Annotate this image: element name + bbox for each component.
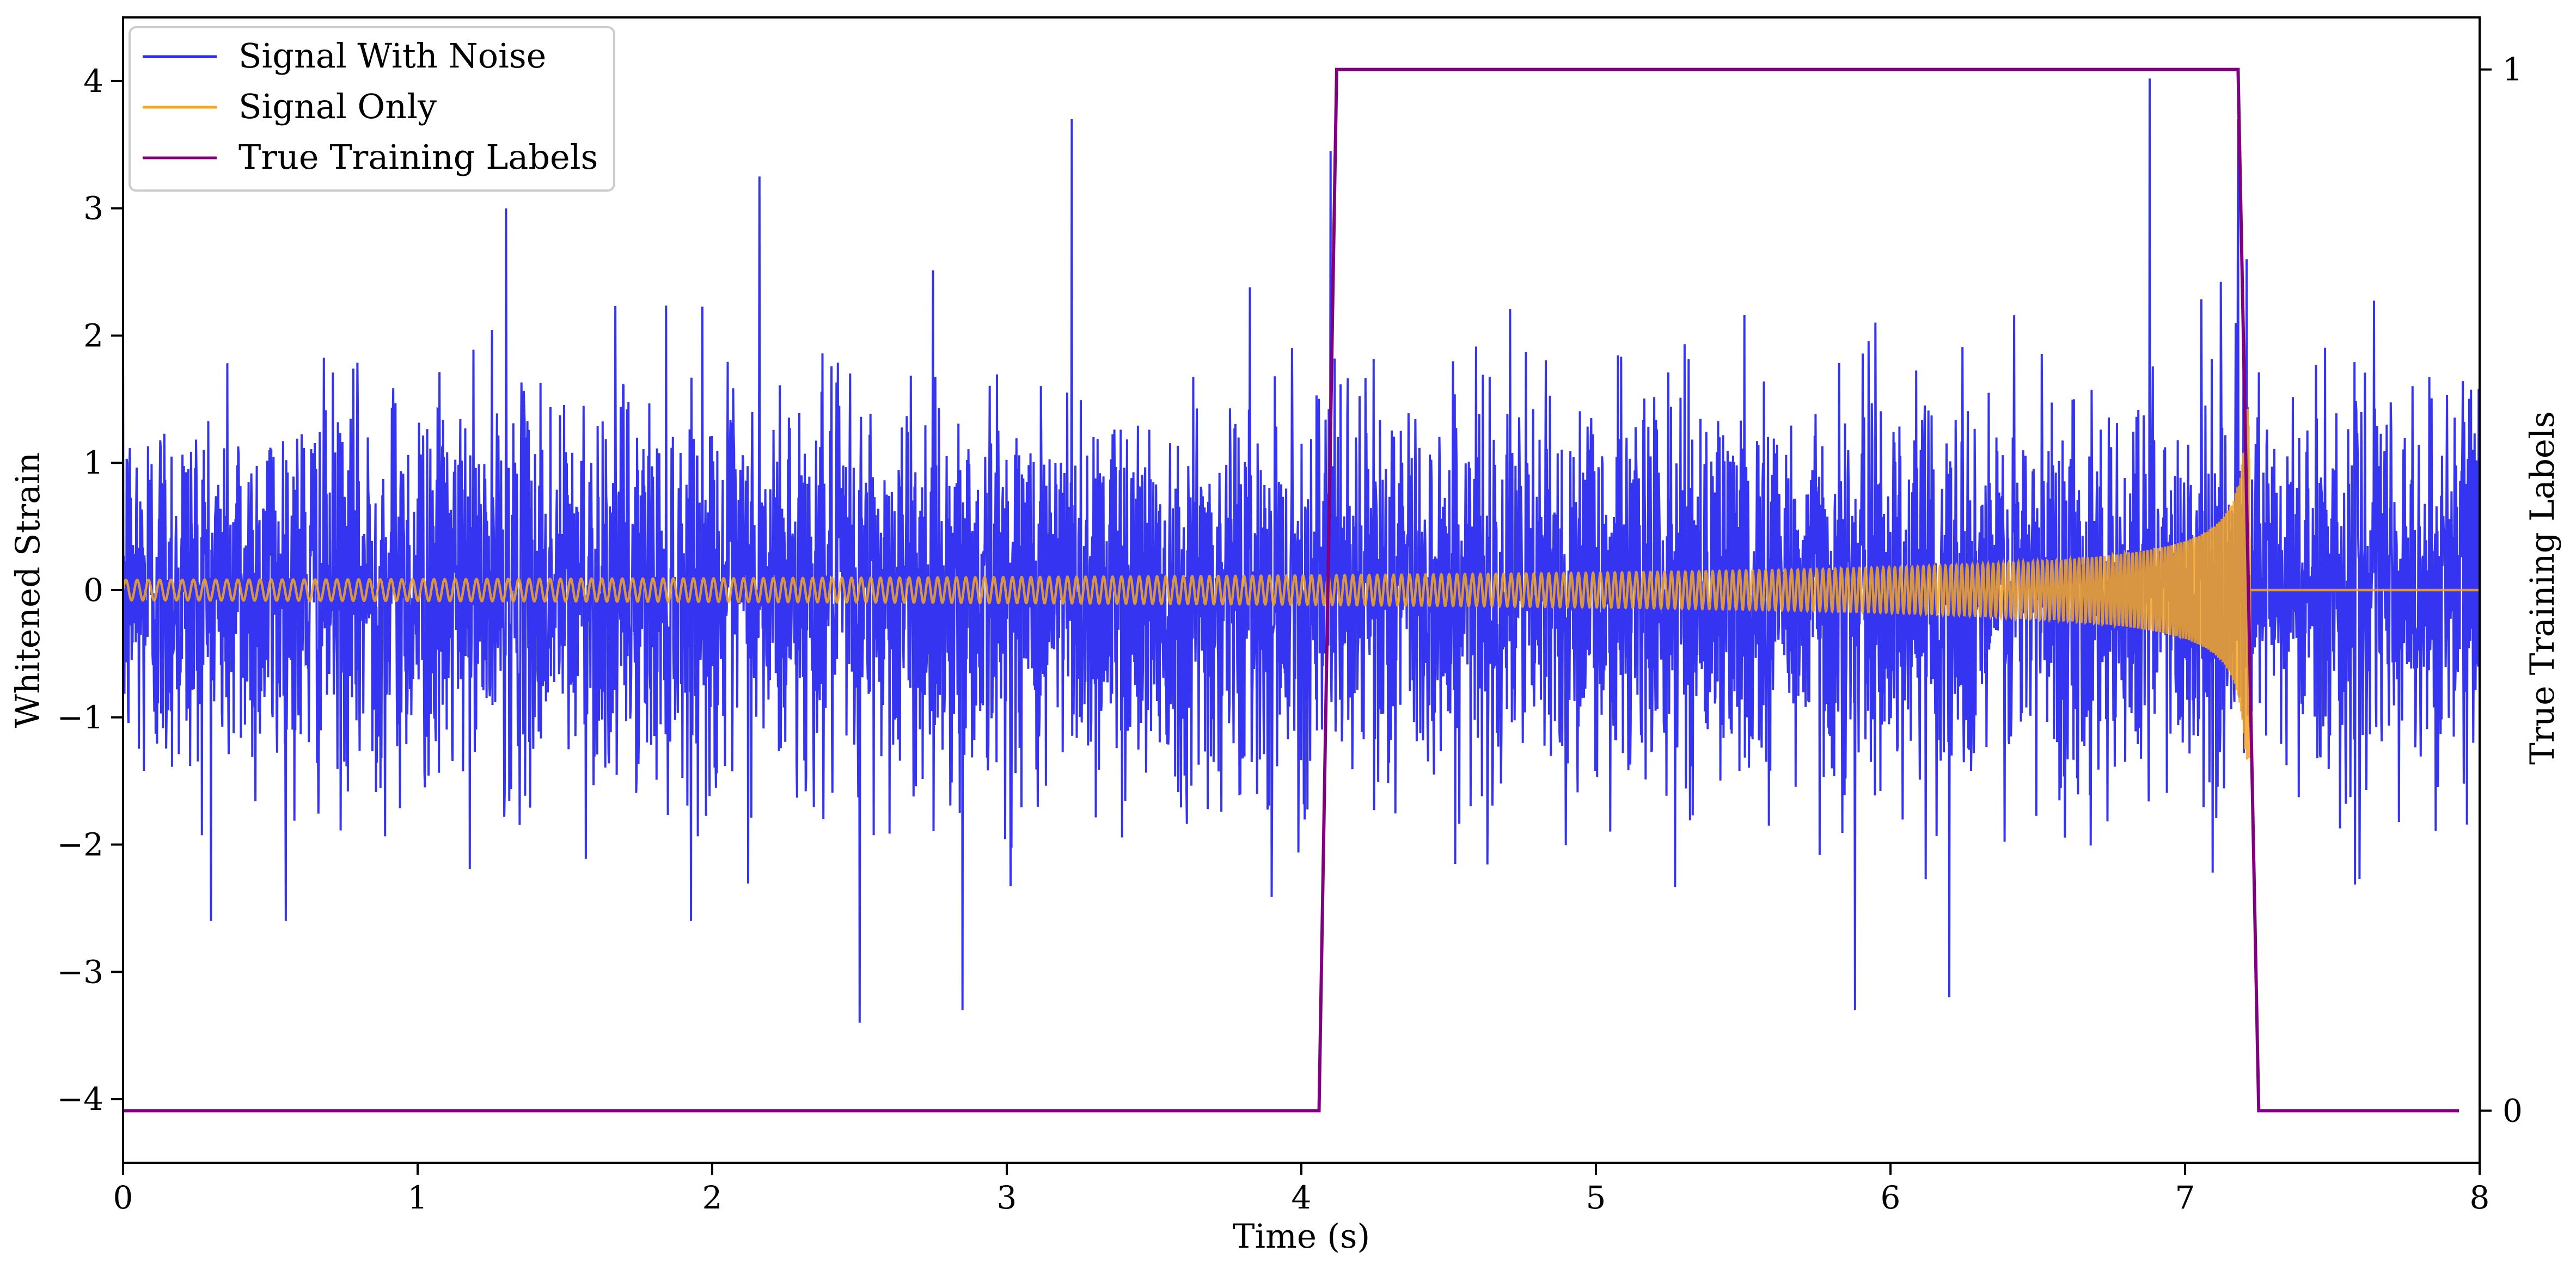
y2-axis-title: True Training Labels <box>2523 411 2562 765</box>
y-tick-label: −1 <box>57 699 104 736</box>
x-tick-label: 1 <box>408 1179 428 1216</box>
y2-tick-label: 0 <box>2502 1092 2523 1129</box>
legend-box <box>129 26 615 192</box>
y-axis-title: Whitened Strain <box>9 452 47 728</box>
y-tick-label: 1 <box>83 444 103 481</box>
legend-label: Signal With Noise <box>238 36 546 76</box>
axes-layer: 0 1 2 3 4 5 6 7 8 −4 −3 −2 −1 0 1 2 3 4 0 1 Time (s) Whitened… <box>9 16 2562 1256</box>
x-tick-label: 2 <box>702 1179 723 1216</box>
y-tick-label: 3 <box>83 190 103 227</box>
legend-label: Signal Only <box>238 87 437 126</box>
series-signal-with-noise <box>123 78 2480 1023</box>
x-tick-label: 6 <box>1881 1179 1901 1216</box>
y-tick-label: 4 <box>83 63 103 100</box>
x-tick-label: 4 <box>1292 1179 1312 1216</box>
x-tick-label: 3 <box>997 1179 1017 1216</box>
x-tick-label: 0 <box>113 1179 133 1216</box>
x-tick-label: 8 <box>2470 1179 2490 1216</box>
y-tick-label: −3 <box>57 953 104 990</box>
series-signal-only <box>123 409 2480 760</box>
y2-tick-label: 1 <box>2502 51 2523 88</box>
legend: Signal With Noise Signal Only True Trainin… <box>129 26 615 192</box>
x-tick-label: 7 <box>2175 1179 2195 1216</box>
x-axis-title: Time (s) <box>1233 1217 1370 1256</box>
x-tick-label: 5 <box>1586 1179 1606 1216</box>
legend-label: True Training Labels <box>238 137 598 177</box>
y-tick-label: −2 <box>57 826 104 863</box>
y-tick-label: −4 <box>57 1081 104 1118</box>
y-tick-label: 2 <box>83 317 103 354</box>
series-layer <box>123 68 2480 1113</box>
series-true-training-labels <box>123 68 2459 1113</box>
y-tick-label: 0 <box>83 572 103 609</box>
